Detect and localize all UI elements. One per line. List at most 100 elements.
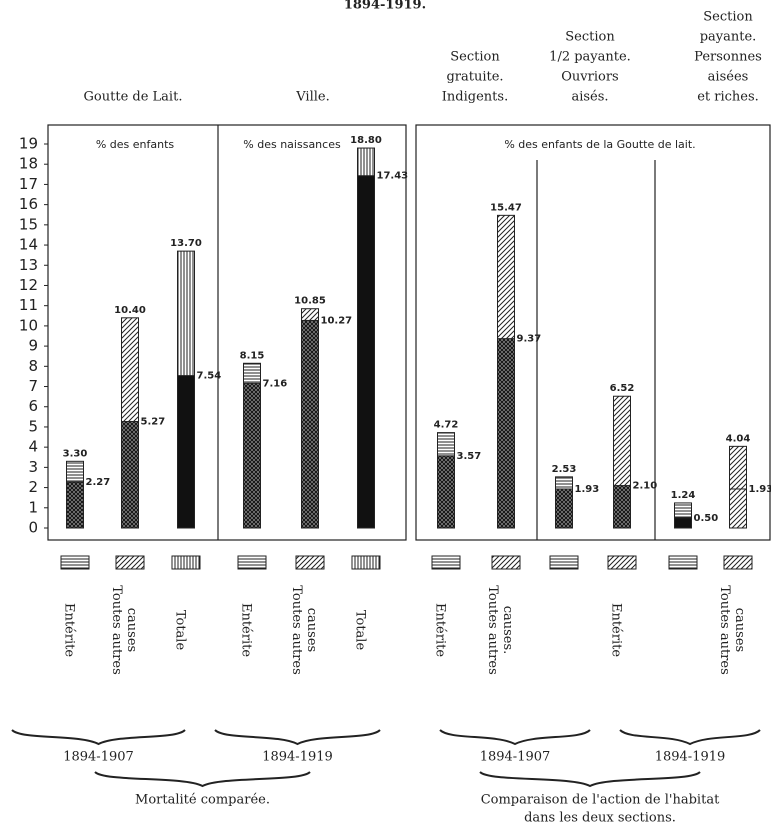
category-label: causes bbox=[124, 608, 139, 652]
group-brace bbox=[479, 771, 701, 788]
y-tick-label: 14 bbox=[19, 236, 38, 254]
value-label: 13.70 bbox=[170, 238, 202, 249]
value-label: 4.04 bbox=[726, 433, 751, 444]
y-tick-label: 7 bbox=[28, 377, 38, 395]
y-tick-label: 9 bbox=[28, 337, 38, 355]
chart-title: 1894-1919. bbox=[344, 0, 426, 13]
period-brace bbox=[619, 729, 761, 746]
section-header: aisées bbox=[708, 70, 749, 85]
category-label: Entérite bbox=[609, 603, 624, 657]
group-brace bbox=[94, 771, 311, 788]
y-tick-label: 19 bbox=[19, 135, 38, 153]
y-tick-label: 6 bbox=[28, 397, 38, 415]
period-label: 1894-1907 bbox=[480, 750, 551, 765]
legend-swatch bbox=[549, 555, 579, 570]
y-tick-label: 17 bbox=[19, 175, 38, 193]
y-tick-label: 0 bbox=[28, 519, 38, 537]
group-label: Comparaison de l'action de l'habitat bbox=[481, 793, 720, 808]
section-header: et riches. bbox=[697, 90, 759, 105]
period-label: 1894-1919 bbox=[655, 750, 726, 765]
value-label: 5.27 bbox=[141, 416, 166, 427]
period-brace bbox=[11, 729, 186, 746]
y-tick-label: 8 bbox=[28, 357, 38, 375]
y-tick-label: 18 bbox=[19, 155, 38, 173]
section-header: payante. bbox=[700, 30, 757, 45]
category-label: causes bbox=[732, 608, 747, 652]
y-tick-label: 2 bbox=[28, 478, 38, 496]
category-label: Totale bbox=[173, 610, 188, 651]
value-label: 6.52 bbox=[610, 383, 635, 394]
legend-swatch bbox=[491, 555, 521, 570]
value-label: 9.37 bbox=[517, 334, 542, 345]
section-header: Indigents. bbox=[442, 90, 508, 105]
value-label: 10.27 bbox=[321, 315, 353, 326]
y-tick-label: 15 bbox=[19, 215, 38, 233]
bar-part bbox=[66, 481, 84, 529]
section-header: aisés. bbox=[571, 90, 608, 105]
y-tick-label: 13 bbox=[19, 256, 38, 274]
value-label: 1.93 bbox=[749, 484, 771, 495]
value-label: 4.72 bbox=[434, 420, 459, 431]
y-tick-label: 16 bbox=[19, 195, 38, 213]
bar-part bbox=[243, 382, 261, 529]
bar-part bbox=[357, 175, 375, 529]
bar-part bbox=[729, 488, 747, 529]
period-label: 1894-1907 bbox=[63, 750, 134, 765]
period-brace bbox=[439, 729, 591, 746]
bar-part bbox=[301, 319, 319, 529]
legend-swatch bbox=[607, 555, 637, 570]
value-label: 1.93 bbox=[575, 484, 600, 495]
legend-swatch bbox=[668, 555, 698, 570]
bar-part bbox=[674, 517, 692, 529]
value-label: 2.53 bbox=[552, 464, 577, 475]
y-tick-label: 1 bbox=[28, 498, 38, 516]
period-brace bbox=[214, 729, 381, 746]
value-label: 3.57 bbox=[457, 451, 482, 462]
value-label: 10.85 bbox=[294, 296, 326, 307]
y-tick-label: 5 bbox=[28, 417, 38, 435]
y-tick-label: 3 bbox=[28, 458, 38, 476]
value-label: 1.24 bbox=[671, 490, 696, 501]
legend-swatch bbox=[171, 555, 201, 570]
category-label: Toutes autres bbox=[717, 585, 732, 675]
value-label: 18.80 bbox=[350, 135, 382, 146]
section-header: Goutte de Lait. bbox=[84, 90, 183, 105]
section-header: Personnes bbox=[694, 50, 762, 65]
left-frame bbox=[47, 124, 407, 541]
section-header: Section bbox=[450, 50, 500, 65]
category-label: Entérite bbox=[433, 603, 448, 657]
value-label: 3.30 bbox=[63, 448, 88, 459]
legend-swatch bbox=[295, 555, 325, 570]
value-label: 15.47 bbox=[490, 202, 522, 213]
bar-part bbox=[121, 420, 139, 529]
value-label: 2.10 bbox=[633, 481, 658, 492]
section-header: Section bbox=[703, 10, 753, 25]
legend-swatch bbox=[115, 555, 145, 570]
group-label: Mortalité comparée. bbox=[135, 793, 270, 808]
category-label: Toutes autres bbox=[109, 585, 124, 675]
y-tick-label: 10 bbox=[19, 316, 38, 334]
section-header: Ouvriors bbox=[561, 70, 618, 85]
bar-part bbox=[497, 338, 515, 529]
value-label: 0.50 bbox=[694, 513, 719, 524]
y-tick-label: 12 bbox=[19, 276, 38, 294]
y-tick-label: 4 bbox=[28, 438, 38, 456]
legend-swatch bbox=[237, 555, 267, 570]
section-header: Section bbox=[565, 30, 615, 45]
section-header: gratuite. bbox=[446, 70, 503, 85]
category-label: causes. bbox=[500, 606, 515, 655]
period-label: 1894-1919 bbox=[262, 750, 333, 765]
panel-note: % des enfants de la Goutte de lait. bbox=[504, 138, 695, 151]
right-frame bbox=[415, 124, 771, 541]
category-label: Totale bbox=[353, 610, 368, 651]
value-label: 7.16 bbox=[263, 378, 288, 389]
legend-swatch bbox=[60, 555, 90, 570]
legend-swatch bbox=[431, 555, 461, 570]
section-header: Ville. bbox=[295, 90, 329, 105]
value-label: 2.27 bbox=[86, 477, 111, 488]
frames bbox=[47, 124, 771, 541]
bar-part bbox=[613, 485, 631, 529]
category-label: Toutes autres bbox=[485, 585, 500, 675]
value-label: 17.43 bbox=[377, 171, 409, 182]
section-header: 1/2 payante. bbox=[549, 50, 631, 65]
